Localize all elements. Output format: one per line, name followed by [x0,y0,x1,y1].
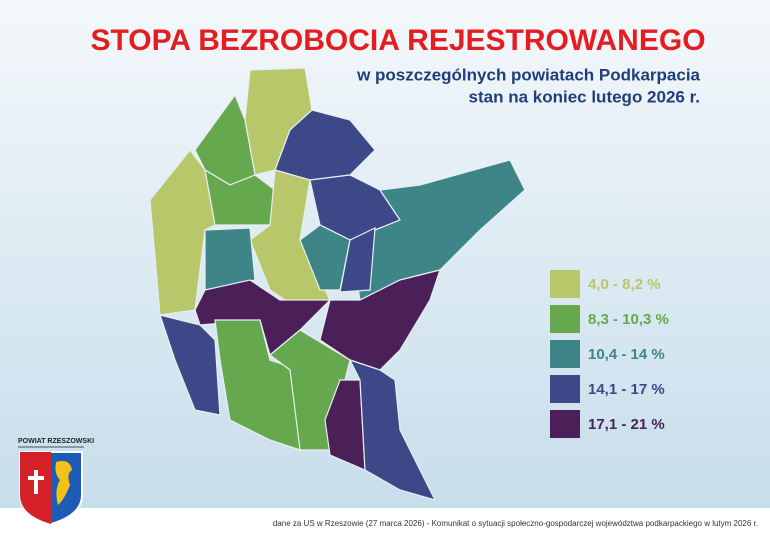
legend-label: 8,3 - 10,3 % [588,311,669,328]
region [159,314,221,416]
emblem-lion [55,461,72,505]
subtitle: stan na koniec lutego 2026 r. [469,87,700,106]
footer-source: dane za US w Rzeszowie (27 marca 2026) -… [273,519,758,528]
region [324,379,366,471]
title: STOPA BEZROBOCIA REJESTROWANEGO [90,24,705,57]
legend-swatch [550,375,580,403]
legend-label: 10,4 - 14 % [588,346,665,363]
region [348,358,437,501]
legend-swatch [550,410,580,438]
region [339,227,376,293]
legend-swatch [550,270,580,298]
region [204,227,256,291]
region [149,149,216,316]
legend-label: 17,1 - 21 % [588,416,665,433]
region [319,269,441,371]
legend-swatch [550,340,580,368]
legend-label: 14,1 - 17 % [588,381,665,398]
legend-swatch [550,305,580,333]
legend: 4,0 - 8,2 % 8,3 - 10,3 % 10,4 - 14 % 14,1 -… [550,270,669,438]
footer-bar [0,508,770,540]
legend-label: 4,0 - 8,2 % [588,276,661,293]
map [149,67,526,501]
emblem-cross [28,470,44,494]
subtitle: w poszczególnych powiatach Podkarpacia [356,65,700,84]
emblem-label: POWIAT RZESZOWSKI [18,438,94,445]
